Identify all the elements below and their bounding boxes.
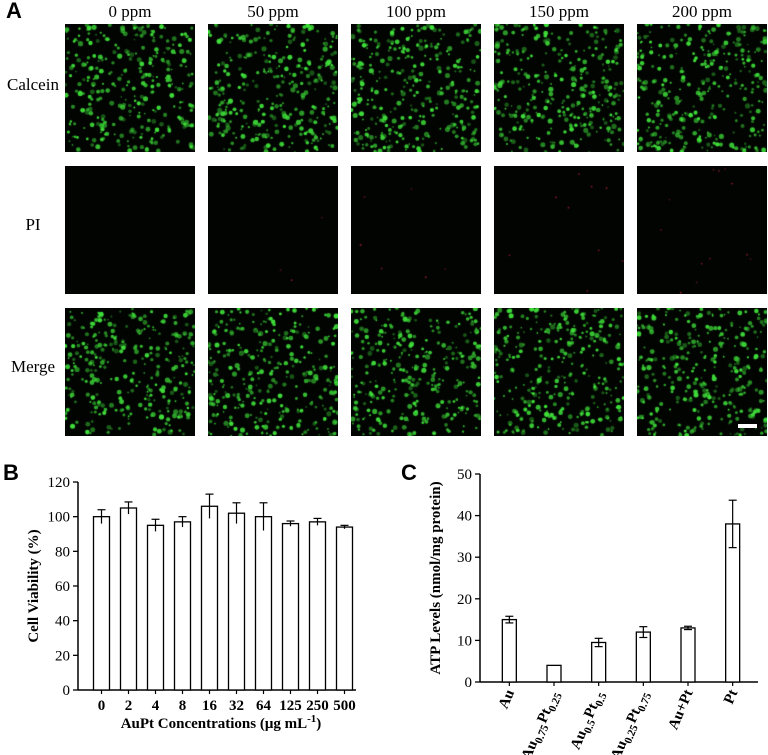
micrograph-pi-1 bbox=[65, 166, 195, 294]
micrograph-pi-5 bbox=[637, 166, 767, 294]
y-axis-title: Cell Viability (%) bbox=[26, 529, 42, 642]
y-tick-label-10: 10 bbox=[457, 633, 472, 649]
micrograph-merge-1 bbox=[65, 308, 195, 436]
bar-cat-5 bbox=[680, 627, 696, 683]
y-tick-label-0: 0 bbox=[465, 675, 473, 691]
y-tick-label-20: 20 bbox=[55, 648, 70, 664]
column-header-0ppm: 0 ppm bbox=[108, 2, 152, 21]
panel-a-letter: A bbox=[6, 0, 22, 23]
x-axis-title: AuPt Concentrations (μg mL-1) bbox=[121, 713, 322, 732]
y-tick-label-50: 50 bbox=[457, 467, 472, 483]
x-tick-label-cat-1: Au bbox=[496, 687, 518, 711]
column-header-50ppm: 50 ppm bbox=[247, 2, 299, 21]
bar-16 bbox=[200, 505, 219, 691]
bar-4 bbox=[146, 524, 165, 691]
bar-cat-2 bbox=[546, 664, 562, 683]
cell-viability-chart: 0 20 40 60 80 100 120 0 2 4 8 16 32 64 125 250 500 Cell V… bbox=[26, 475, 356, 732]
x-tick-label-0: 0 bbox=[98, 698, 106, 714]
bar-0 bbox=[92, 516, 111, 691]
bar-64 bbox=[254, 516, 273, 691]
bar-125 bbox=[281, 522, 300, 691]
x-tick-label-8: 8 bbox=[179, 698, 187, 714]
micrograph-merge-5 bbox=[637, 308, 767, 436]
x-tick-label-250: 250 bbox=[306, 698, 329, 714]
micrograph-merge-2 bbox=[208, 308, 338, 436]
micrograph-pi-4 bbox=[494, 166, 624, 294]
x-tick-label-cat-6: Pt bbox=[721, 687, 741, 706]
x-tick-label-4: 4 bbox=[152, 698, 160, 714]
x-tick-label-cat-2: Au0.75 Pt0.25 bbox=[519, 687, 566, 755]
bar-cat-1 bbox=[501, 618, 517, 683]
row-label-pi: PI bbox=[25, 215, 41, 234]
micrograph-calcein-1 bbox=[65, 24, 195, 152]
y-tick-label-30: 30 bbox=[457, 550, 472, 566]
micrograph-calcein-5 bbox=[637, 24, 767, 152]
bar-2 bbox=[119, 507, 138, 691]
column-header-200ppm: 200 ppm bbox=[672, 2, 732, 21]
x-tick-label-32: 32 bbox=[229, 698, 244, 714]
x-tick-label-64: 64 bbox=[256, 698, 272, 714]
x-tick-label-500: 500 bbox=[333, 698, 356, 714]
micrograph-calcein-3 bbox=[351, 24, 481, 152]
x-tick-label-2: 2 bbox=[125, 698, 133, 714]
y-tick-label-100: 100 bbox=[48, 510, 71, 526]
bar-8 bbox=[173, 521, 192, 691]
x-tick-label-125: 125 bbox=[279, 698, 302, 714]
micrograph-calcein-4 bbox=[494, 24, 624, 152]
y-tick-label-60: 60 bbox=[55, 579, 70, 595]
panel-c-letter: C bbox=[401, 460, 417, 485]
x-tick-label-cat-5: Au+Pt bbox=[666, 687, 697, 732]
micrograph-merge-3 bbox=[351, 308, 481, 436]
bar-cat-4 bbox=[635, 631, 651, 683]
bar-500 bbox=[335, 526, 354, 691]
bar-250 bbox=[308, 521, 327, 691]
x-tick-label-cat-4: Au0.25 Pt0.75 bbox=[608, 687, 655, 755]
row-label-merge: Merge bbox=[10, 357, 56, 376]
y-tick-label-80: 80 bbox=[55, 544, 70, 560]
bar-32 bbox=[227, 512, 246, 691]
micrograph-merge-4 bbox=[494, 308, 624, 436]
micrograph-calcein-2 bbox=[208, 24, 338, 152]
x-tick-label-16: 16 bbox=[202, 698, 218, 714]
row-label-calcein: Calcein bbox=[7, 75, 59, 94]
scale-bar bbox=[738, 424, 757, 428]
x-tick-label-cat-3: Au0.5 Pt0.5 bbox=[568, 687, 610, 753]
y-axis-title: ATP Levels (nmol/mg protein) bbox=[428, 481, 444, 674]
y-tick-label-40: 40 bbox=[457, 509, 472, 525]
y-tick-label-120: 120 bbox=[48, 475, 71, 491]
column-header-150ppm: 150 ppm bbox=[529, 2, 589, 21]
y-tick-label-0: 0 bbox=[63, 683, 71, 699]
y-tick-label-20: 20 bbox=[457, 592, 472, 608]
bar-cat-3 bbox=[591, 641, 607, 683]
panel-b-letter: B bbox=[3, 460, 19, 485]
column-header-100ppm: 100 ppm bbox=[386, 2, 446, 21]
y-tick-label-40: 40 bbox=[55, 614, 70, 630]
micrograph-pi-3 bbox=[351, 166, 481, 294]
micrograph-pi-2 bbox=[208, 166, 338, 294]
